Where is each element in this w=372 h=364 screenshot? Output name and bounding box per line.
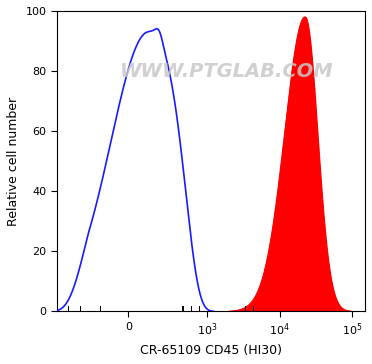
X-axis label: CR-65109 CD45 (HI30): CR-65109 CD45 (HI30) <box>140 344 282 357</box>
Text: WWW.PTGLAB.COM: WWW.PTGLAB.COM <box>119 62 333 80</box>
Y-axis label: Relative cell number: Relative cell number <box>7 97 20 226</box>
